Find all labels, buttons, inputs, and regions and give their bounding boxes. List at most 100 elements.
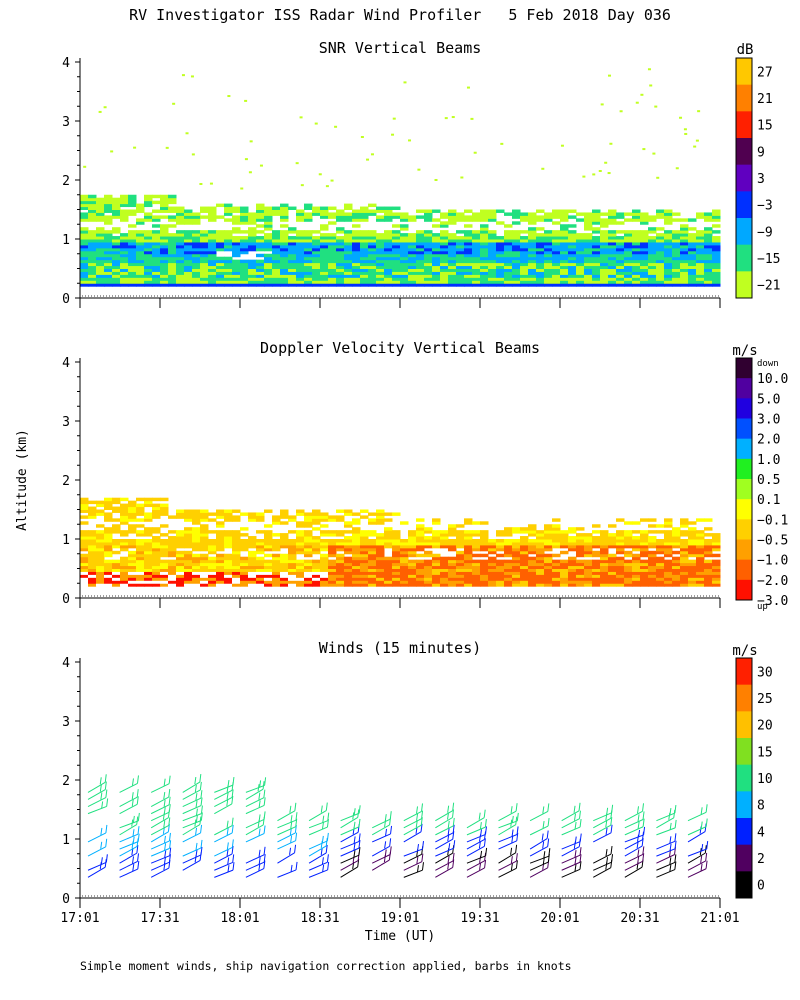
snr-cell [664,239,673,243]
doppler-cell [392,553,401,558]
snr-cell [344,215,353,219]
snr-cell [200,241,209,246]
doppler-cell [632,568,641,572]
snr-cell [440,259,449,264]
doppler-cell [376,559,385,564]
doppler-cell [264,509,273,513]
doppler-cell [80,580,89,584]
doppler-cell [264,568,273,572]
snr-cell [272,244,281,249]
snr-cell [616,259,625,264]
snr-cell [632,280,641,284]
snr-cell [336,239,345,243]
snr-cell [424,244,433,249]
snr-cell [296,239,305,243]
doppler-cell [344,550,353,555]
doppler-cell [88,536,97,540]
doppler-cell [360,571,369,575]
snr-noise-cell [244,99,248,102]
doppler-cell [328,518,337,522]
doppler-cell [336,559,345,564]
snr-cell [144,259,153,264]
snr-cell [536,227,545,231]
doppler-cell [232,580,241,584]
snr-cell [488,215,497,219]
snr-cell [96,265,105,269]
snr-cell [640,271,649,275]
snr-cell [480,218,489,222]
snr-cell [320,239,329,243]
snr-cell [280,206,289,210]
snr-cell [600,224,609,228]
snr-cell [560,250,569,255]
snr-cell [120,209,129,213]
doppler-cell [152,506,161,510]
doppler-cell [120,574,129,578]
doppler-cell [112,497,121,502]
snr-cell [192,268,201,272]
snr-cell [128,283,137,287]
doppler-cell [80,574,89,578]
snr-cell [688,268,697,272]
snr-cell [352,265,361,269]
wind-barb [466,852,487,871]
snr-cell [264,244,273,249]
doppler-cell [560,577,569,581]
snr-cell [336,215,345,219]
doppler-cell [280,559,289,564]
snr-cell [88,274,97,278]
doppler-cell [216,515,225,519]
snr-cell [712,241,721,246]
doppler-cell [192,556,201,561]
snr-cell [712,280,721,284]
snr-cell [216,239,225,243]
snr-cell [208,250,217,255]
snr-cell [80,206,89,210]
snr-cell [608,221,617,225]
snr-cell [536,253,545,258]
doppler-cell [200,583,209,587]
doppler-cell [520,547,529,552]
snr-cell [352,247,361,252]
doppler-cell [568,580,577,584]
doppler-colorbar: 10.05.03.02.01.00.50.1−0.1−0.5−1.0−2.0−3… [735,357,788,609]
x-tick-label: 19:01 [380,911,419,926]
colorbar-label: 4 [757,825,765,840]
doppler-cell [88,530,97,534]
snr-cell [640,283,649,287]
doppler-cell [528,544,537,549]
doppler-cell [96,512,105,516]
snr-cell [144,241,153,246]
doppler-cell [328,550,337,555]
snr-cell [80,218,89,222]
doppler-cell [168,539,177,543]
snr-cell [656,274,665,278]
doppler-cell [192,536,201,540]
doppler-cell [360,562,369,567]
snr-cell [512,271,521,275]
snr-cell [392,274,401,278]
snr-cell [392,259,401,264]
snr-cell [488,262,497,267]
snr-cell [376,250,385,255]
doppler-cell [368,544,377,549]
doppler-cell [376,539,385,543]
snr-cell [128,277,137,281]
doppler-cell [304,553,313,558]
snr-cell [504,236,513,240]
snr-cell [208,253,217,258]
doppler-cell [144,583,153,587]
doppler-cell [608,553,617,558]
snr-cell [672,280,681,284]
snr-cell [472,230,481,234]
snr-cell [560,280,569,284]
doppler-cell [160,533,169,537]
doppler-cell [312,565,321,569]
colorbar-swatch [736,111,752,139]
snr-cell [328,221,337,225]
snr-cell [144,283,153,287]
snr-cell [104,241,113,246]
snr-cell [696,265,705,269]
snr-noise-cell [582,175,586,178]
